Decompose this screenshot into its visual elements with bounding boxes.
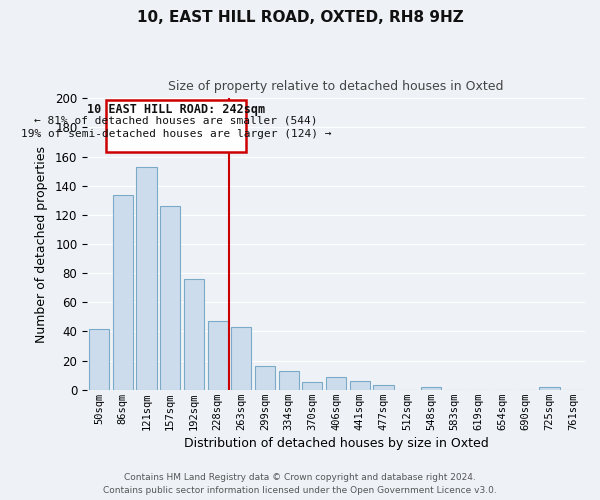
Bar xyxy=(302,382,322,390)
Bar xyxy=(421,387,441,390)
Text: Contains HM Land Registry data © Crown copyright and database right 2024.
Contai: Contains HM Land Registry data © Crown c… xyxy=(103,473,497,495)
Bar xyxy=(208,322,227,390)
Bar xyxy=(373,386,394,390)
Text: 10 EAST HILL ROAD: 242sqm: 10 EAST HILL ROAD: 242sqm xyxy=(87,102,265,116)
Bar xyxy=(184,279,204,390)
Bar xyxy=(231,327,251,390)
Text: 10, EAST HILL ROAD, OXTED, RH8 9HZ: 10, EAST HILL ROAD, OXTED, RH8 9HZ xyxy=(137,10,463,25)
Bar xyxy=(255,366,275,390)
Bar xyxy=(136,167,157,390)
Bar xyxy=(350,381,370,390)
Text: ← 81% of detached houses are smaller (544): ← 81% of detached houses are smaller (54… xyxy=(34,116,318,126)
Bar xyxy=(160,206,180,390)
Text: 19% of semi-detached houses are larger (124) →: 19% of semi-detached houses are larger (… xyxy=(21,129,331,139)
FancyBboxPatch shape xyxy=(106,100,246,152)
X-axis label: Distribution of detached houses by size in Oxted: Distribution of detached houses by size … xyxy=(184,437,488,450)
Bar xyxy=(539,387,560,390)
Y-axis label: Number of detached properties: Number of detached properties xyxy=(35,146,48,342)
Bar xyxy=(113,194,133,390)
Bar xyxy=(326,376,346,390)
Bar xyxy=(89,328,109,390)
Bar xyxy=(278,371,299,390)
Title: Size of property relative to detached houses in Oxted: Size of property relative to detached ho… xyxy=(169,80,504,93)
